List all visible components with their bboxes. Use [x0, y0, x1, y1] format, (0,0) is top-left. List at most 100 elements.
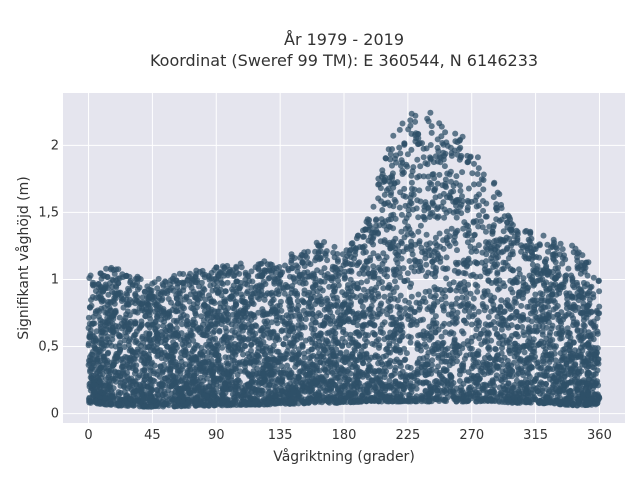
scatter-point [410, 164, 417, 171]
scatter-point [335, 277, 342, 284]
scatter-point [86, 304, 93, 311]
scatter-point [465, 185, 472, 192]
scatter-point [399, 329, 406, 336]
scatter-point [375, 175, 382, 182]
scatter-point [420, 173, 427, 180]
scatter-point [475, 242, 482, 249]
scatter-point [435, 148, 442, 155]
scatter-point [559, 260, 566, 267]
scatter-point [471, 231, 478, 238]
scatter-point [334, 251, 341, 257]
scatter-point [317, 278, 324, 284]
scatter-point [545, 340, 552, 347]
scatter-point [230, 295, 237, 302]
scatter-point [436, 153, 443, 160]
scatter-point [286, 296, 293, 303]
scatter-point [490, 194, 497, 201]
scatter-point [276, 375, 283, 382]
scatter-point [347, 276, 354, 283]
scatter-point [553, 291, 560, 298]
scatter-point [440, 199, 447, 206]
scatter-point [284, 382, 291, 389]
scatter-point [348, 299, 354, 306]
scatter-point [216, 328, 223, 335]
scatter-point [585, 302, 592, 309]
scatter-point [177, 354, 184, 361]
scatter-point [428, 123, 435, 130]
scatter-point [564, 300, 571, 307]
scatter-point [283, 312, 290, 319]
scatter-point [544, 372, 551, 379]
scatter-point [423, 353, 430, 360]
scatter-point [423, 231, 430, 238]
scatter-point [116, 275, 123, 282]
scatter-point [540, 358, 547, 364]
scatter-point [118, 295, 125, 302]
scatter-point [462, 286, 468, 293]
scatter-point [244, 288, 251, 295]
scatter-point [448, 225, 455, 232]
scatter-point [483, 228, 489, 235]
scatter-point [507, 347, 513, 354]
scatter-point [105, 349, 112, 356]
scatter-point [224, 362, 231, 369]
scatter-point [393, 284, 400, 291]
scatter-point [526, 334, 533, 341]
scatter-point [371, 331, 378, 338]
scatter-point [488, 244, 495, 251]
scatter-point [415, 214, 422, 221]
scatter-point [425, 118, 432, 125]
scatter-point [444, 142, 451, 149]
scatter-point [134, 286, 141, 293]
scatter-point [248, 284, 255, 291]
scatter-point [490, 319, 497, 325]
scatter-point [255, 345, 262, 351]
scatter-point [539, 331, 546, 338]
scatter-point [392, 215, 399, 222]
scatter-point [126, 287, 133, 294]
scatter-point [276, 281, 283, 288]
scatter-point [508, 385, 515, 392]
scatter-point [439, 290, 446, 297]
scatter-point [395, 242, 402, 249]
scatter-point [185, 390, 192, 397]
scatter-point [540, 232, 547, 239]
scatter-point [560, 381, 567, 388]
scatter-point [374, 353, 381, 360]
scatter-point [498, 350, 505, 357]
scatter-point [487, 292, 494, 299]
scatter-point [536, 340, 543, 347]
scatter-point [155, 275, 162, 282]
scatter-point [173, 295, 180, 302]
scatter-point [387, 349, 394, 356]
scatter-point [115, 280, 122, 287]
scatter-point [456, 378, 463, 384]
scatter-point [580, 335, 587, 342]
scatter-point [345, 305, 352, 312]
scatter-point [211, 328, 218, 335]
scatter-point [475, 223, 482, 230]
scatter-point [509, 332, 515, 339]
scatter-point [468, 345, 475, 352]
scatter-point [526, 303, 533, 310]
scatter-point [397, 150, 404, 157]
scatter-point [292, 363, 299, 370]
scatter-point [590, 371, 597, 378]
scatter-point [179, 321, 185, 328]
scatter-point [334, 258, 341, 265]
scatter-point [399, 120, 406, 127]
scatter-point [368, 239, 375, 245]
scatter-point [474, 154, 481, 161]
scatter-point [189, 319, 196, 326]
scatter-point [90, 314, 97, 320]
scatter-point [208, 269, 215, 276]
scatter-point [481, 355, 488, 361]
scatter-point [120, 359, 126, 366]
scatter-point [233, 264, 240, 271]
scatter-point [316, 293, 323, 300]
scatter-point [198, 313, 205, 320]
scatter-point [426, 330, 433, 337]
scatter-point [454, 295, 461, 302]
scatter-point [284, 362, 291, 369]
scatter-point [231, 383, 238, 390]
